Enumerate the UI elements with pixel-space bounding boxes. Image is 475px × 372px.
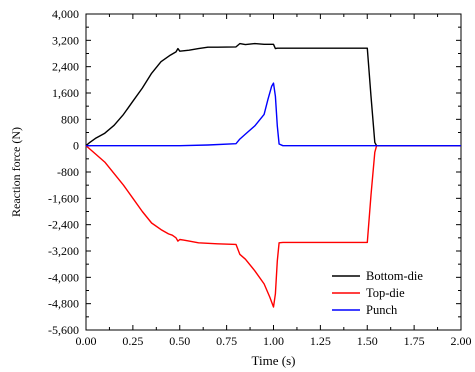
legend-label: Punch xyxy=(366,303,398,317)
x-tick-label: 2.00 xyxy=(451,334,472,348)
series-line-punch xyxy=(86,82,461,147)
y-tick-label: 0 xyxy=(73,139,79,153)
y-axis-label: Reaction force (N) xyxy=(9,127,23,217)
y-tick-label: -2,400 xyxy=(48,218,79,232)
x-tick-label: 0.25 xyxy=(122,334,143,348)
y-tick-label: -1,600 xyxy=(48,191,79,205)
x-tick-label: 1.50 xyxy=(357,334,378,348)
y-tick-label: 1,600 xyxy=(52,86,79,100)
x-tick-label: 1.25 xyxy=(310,334,331,348)
x-axis-label: Time (s) xyxy=(252,353,296,368)
x-axis: 0.00 0.25 0.50 0.75 1.00 1.25 1.50 1.75 2.00 xyxy=(76,14,472,348)
series-lines xyxy=(85,42,461,308)
x-tick-label: 0.75 xyxy=(216,334,237,348)
series-line-bottom-die xyxy=(85,42,461,147)
x-tick-label: 0.00 xyxy=(76,334,97,348)
y-tick-label: 800 xyxy=(61,112,79,126)
legend-label: Top-die xyxy=(366,286,405,300)
y-tick-label: -3,200 xyxy=(48,244,79,258)
y-tick-label: -4,000 xyxy=(48,270,79,284)
y-axis: 4,000 3,200 2,400 1,600 800 0 -800 -1,600 -2,400… xyxy=(48,7,461,337)
y-tick-label: -800 xyxy=(57,165,79,179)
y-tick-label: 2,400 xyxy=(52,60,79,74)
legend: Bottom-die Top-die Punch xyxy=(332,269,423,317)
y-tick-label: -5,600 xyxy=(48,323,79,337)
y-tick-label: 3,200 xyxy=(52,33,79,47)
legend-label: Bottom-die xyxy=(366,269,423,283)
x-tick-label: 1.00 xyxy=(263,334,284,348)
x-tick-label: 0.50 xyxy=(169,334,190,348)
x-tick-label: 1.75 xyxy=(404,334,425,348)
series-line-top-die xyxy=(85,144,461,308)
y-tick-label: 4,000 xyxy=(52,7,79,21)
y-tick-label: -4,800 xyxy=(48,297,79,311)
